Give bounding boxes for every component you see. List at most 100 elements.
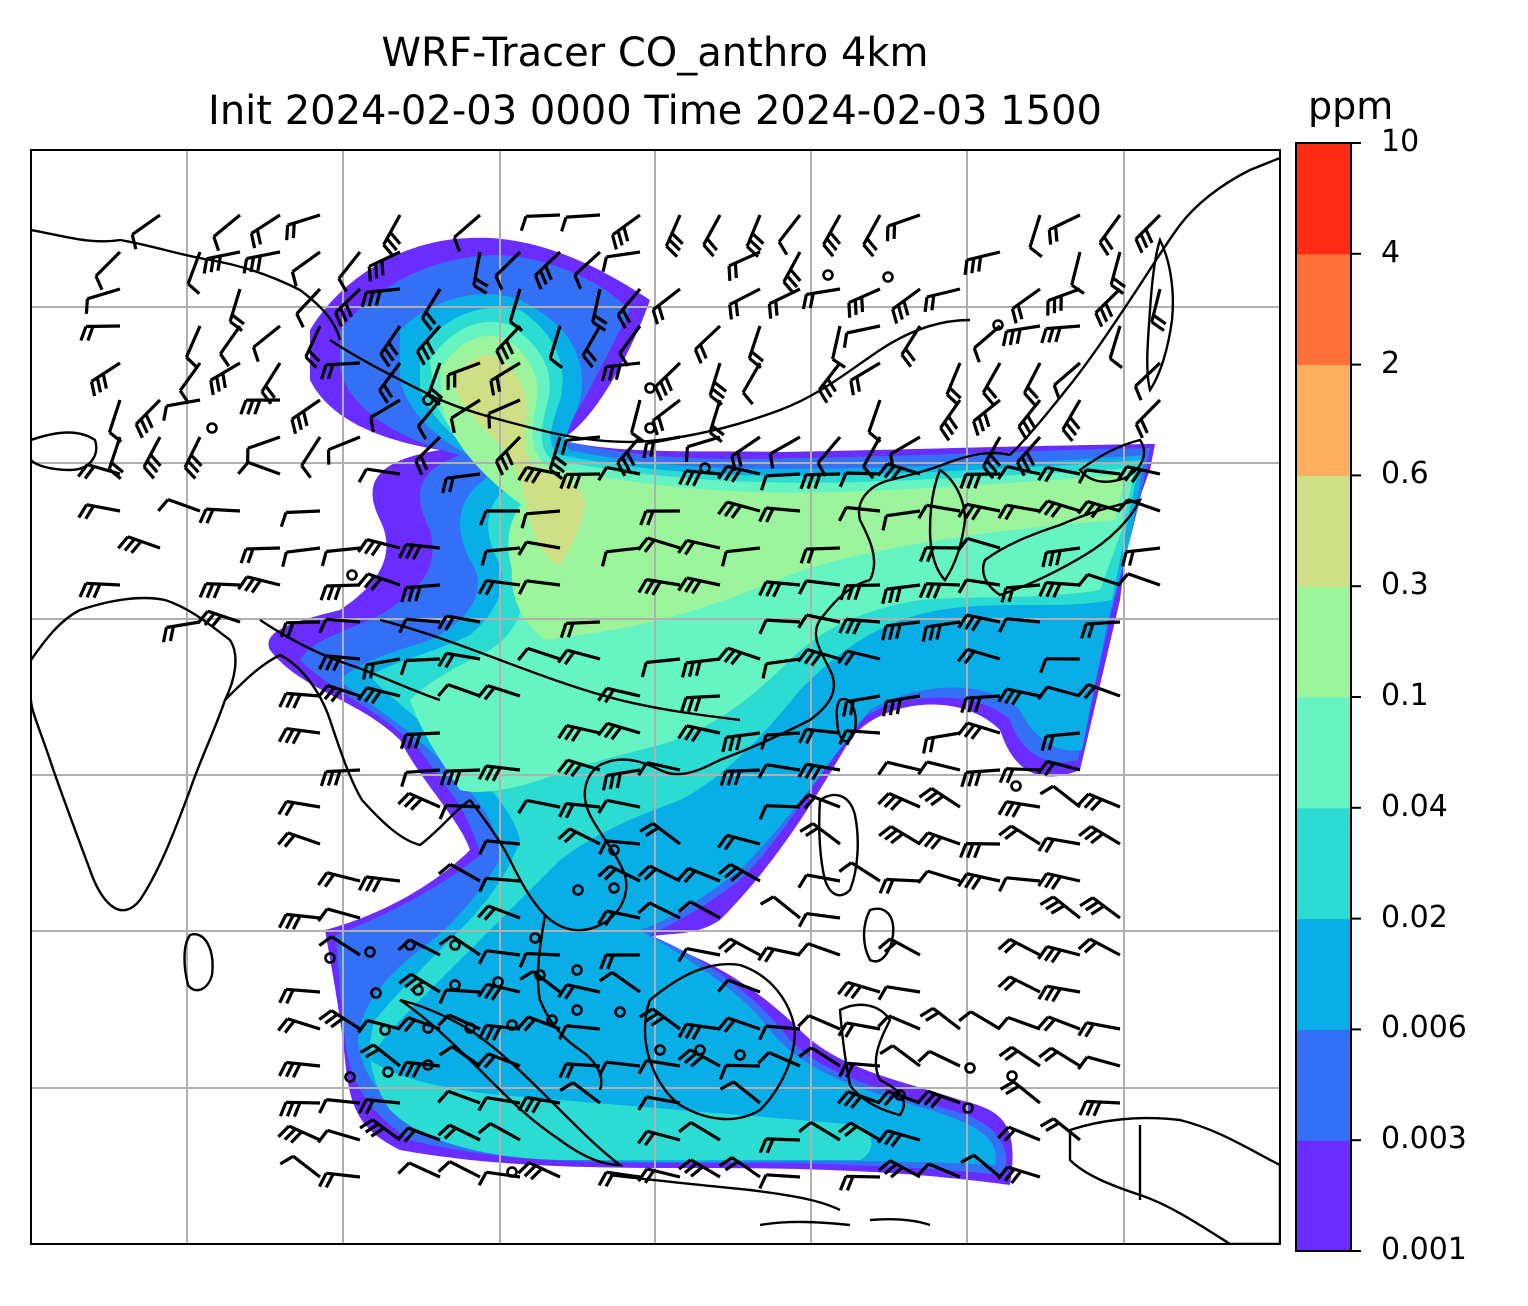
wind-barb bbox=[397, 938, 441, 957]
wind-barb bbox=[197, 609, 241, 629]
wind-barb bbox=[317, 683, 361, 703]
wind-barb bbox=[842, 324, 881, 349]
wind-barb bbox=[997, 464, 1041, 480]
wind-barb bbox=[477, 1122, 521, 1142]
wind-barb bbox=[959, 842, 1001, 859]
colorbar-tick-label: 0.003 bbox=[1381, 1121, 1467, 1157]
wind-barb bbox=[837, 980, 881, 1000]
wind-barb bbox=[999, 1080, 1042, 1105]
coastline-philippines bbox=[818, 793, 895, 963]
wind-barb bbox=[601, 250, 641, 272]
wind-barb bbox=[917, 1162, 961, 1179]
wind-barb bbox=[1038, 1046, 1081, 1068]
wind-barb bbox=[917, 1089, 961, 1109]
wind-barb bbox=[437, 1160, 481, 1179]
wind-barb bbox=[1077, 937, 1121, 957]
wind-barb bbox=[494, 250, 522, 291]
wind-barb bbox=[277, 727, 321, 745]
wind-barb bbox=[917, 831, 961, 850]
wind-barb bbox=[702, 214, 722, 258]
wind-barb bbox=[295, 287, 322, 329]
wind-barb bbox=[360, 287, 401, 308]
wind-barb bbox=[518, 951, 561, 968]
wind-barb bbox=[437, 1013, 481, 1031]
wind-barb bbox=[508, 288, 524, 332]
wind-barb bbox=[799, 546, 841, 564]
wind-barb bbox=[477, 982, 521, 1001]
wind-barb bbox=[382, 214, 402, 258]
wind-barb bbox=[837, 649, 881, 666]
wind-barb bbox=[745, 214, 765, 258]
wind-barb bbox=[877, 1129, 921, 1148]
wind-barb bbox=[1001, 324, 1041, 347]
wind-barb bbox=[278, 691, 321, 709]
wind-barb bbox=[759, 472, 801, 491]
wind-barb bbox=[917, 869, 961, 884]
colorbar-segment bbox=[1296, 364, 1351, 476]
wind-barb bbox=[1109, 251, 1127, 295]
colorbar-tick-label: 0.3 bbox=[1381, 567, 1429, 603]
wind-barb bbox=[397, 1060, 441, 1078]
wind-barb bbox=[495, 324, 522, 365]
wind-barb bbox=[415, 324, 442, 366]
wind-barb bbox=[209, 361, 241, 396]
wind-barb bbox=[477, 1096, 521, 1112]
wind-barb bbox=[997, 975, 1041, 994]
wind-barb bbox=[708, 362, 728, 406]
wind-barb bbox=[717, 862, 761, 883]
wind-barb bbox=[837, 505, 881, 522]
wind-barb bbox=[134, 398, 162, 439]
wind-barb bbox=[998, 876, 1041, 893]
wind-barb bbox=[822, 214, 842, 258]
wind-barb bbox=[279, 509, 321, 528]
wind-barb bbox=[162, 398, 201, 421]
wind-barb bbox=[557, 724, 601, 742]
calm-wind-circle bbox=[882, 271, 894, 283]
wind-barb bbox=[797, 647, 841, 667]
wind-barb bbox=[398, 617, 441, 634]
wind-barb bbox=[1077, 1055, 1121, 1070]
wind-barb bbox=[597, 721, 641, 741]
wind-barb bbox=[130, 213, 161, 250]
wind-barb bbox=[573, 250, 602, 290]
wind-barb bbox=[971, 398, 1001, 436]
wind-barb bbox=[1134, 398, 1162, 439]
colorbar-segment bbox=[1296, 807, 1351, 920]
calm-wind-circle bbox=[571, 964, 583, 976]
wind-barb bbox=[517, 1161, 561, 1181]
wind-barb bbox=[878, 877, 921, 895]
coastline-indochina bbox=[469, 578, 871, 932]
wind-barb bbox=[318, 935, 361, 957]
border-china-south bbox=[379, 618, 741, 722]
wind-barb bbox=[1022, 362, 1042, 406]
wind-barb bbox=[717, 1016, 761, 1033]
wind-barb bbox=[1037, 984, 1081, 1003]
wind-barb bbox=[1078, 1099, 1121, 1117]
wind-barb bbox=[1010, 287, 1041, 324]
wind-barb bbox=[399, 657, 441, 676]
wind-barb bbox=[597, 909, 641, 926]
wind-barb bbox=[878, 825, 921, 846]
wind-barb bbox=[1117, 572, 1161, 587]
wind-barb bbox=[639, 822, 681, 846]
wind-barb bbox=[400, 768, 441, 788]
wind-barb bbox=[242, 250, 281, 274]
wind-barb bbox=[801, 287, 841, 310]
wind-barb bbox=[517, 579, 561, 595]
wind-barb bbox=[183, 436, 203, 480]
wind-barb bbox=[918, 582, 961, 599]
wind-barb bbox=[759, 895, 802, 920]
wind-barb bbox=[879, 1044, 921, 1068]
wind-barb bbox=[318, 1098, 361, 1114]
wind-barb bbox=[718, 1156, 761, 1179]
wind-barb bbox=[1077, 499, 1121, 519]
wind-barb bbox=[997, 800, 1041, 818]
wind-barb bbox=[598, 839, 641, 855]
wind-barb bbox=[597, 686, 641, 704]
coastline-timor-islands bbox=[759, 1218, 931, 1227]
colorbar-segment bbox=[1296, 143, 1351, 255]
wind-barb bbox=[839, 583, 881, 601]
wind-barb bbox=[838, 1174, 881, 1191]
colorbar-tick-label: 0.6 bbox=[1381, 456, 1429, 492]
